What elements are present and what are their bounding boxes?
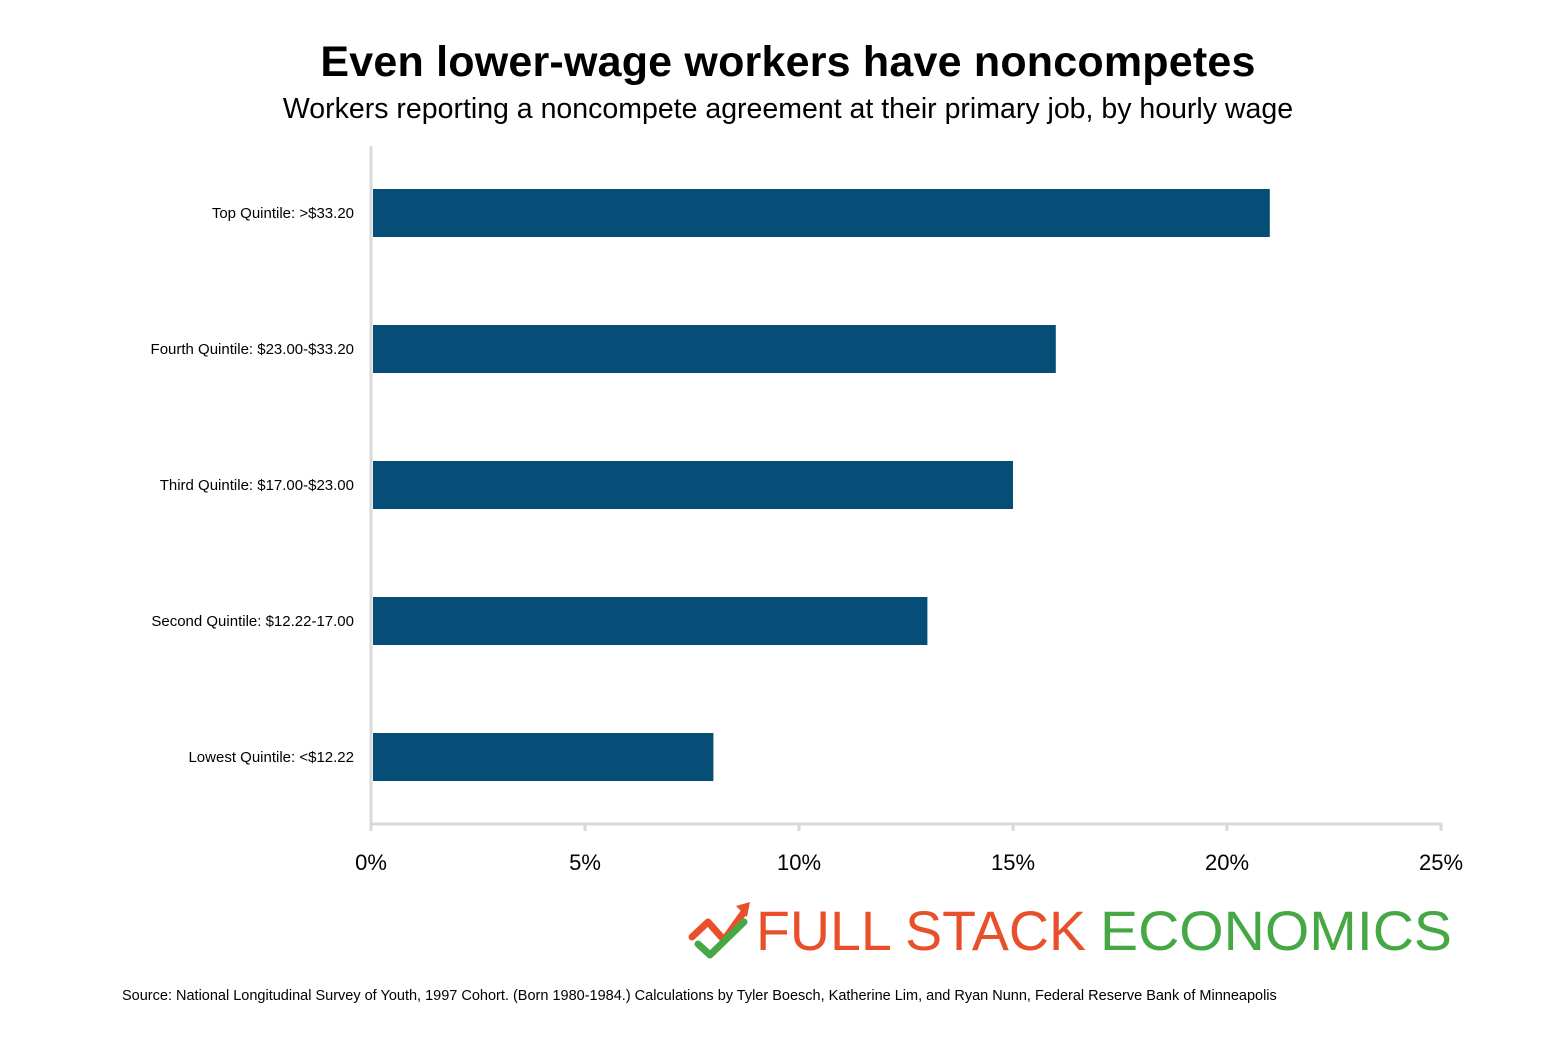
x-tick-label-0: 0% bbox=[355, 850, 387, 875]
logo-word-full-stack: FULL STACK bbox=[756, 900, 1086, 962]
logo-word-economics: ECONOMICS bbox=[1100, 900, 1452, 962]
bar-chart: Top Quintile: >$33.20 Fourth Quintile: $2… bbox=[151, 146, 1463, 875]
bar-2 bbox=[373, 325, 1056, 373]
x-tick-label-2: 10% bbox=[777, 850, 821, 875]
x-tick-label-5: 25% bbox=[1419, 850, 1463, 875]
category-label-4: Second Quintile: $12.22-17.00 bbox=[151, 613, 354, 630]
category-label-1: Top Quintile: >$33.20 bbox=[212, 205, 354, 222]
axis-layer bbox=[369, 146, 1443, 831]
category-label-2: Fourth Quintile: $23.00-$33.20 bbox=[151, 341, 354, 358]
x-tick-label-3: 15% bbox=[991, 850, 1035, 875]
bar-3 bbox=[373, 461, 1013, 509]
chart-subtitle: Workers reporting a noncompete agreement… bbox=[282, 93, 1294, 125]
bar-1 bbox=[373, 189, 1270, 237]
bar-5 bbox=[373, 733, 714, 781]
source-note: Source: National Longitudinal Survey of … bbox=[122, 988, 1277, 1004]
chart-title: Even lower-wage workers have noncompetes bbox=[320, 38, 1256, 86]
x-tick-label-4: 20% bbox=[1205, 850, 1249, 875]
trend-check-icon bbox=[688, 902, 750, 959]
labels-layer: Top Quintile: >$33.20 Fourth Quintile: $2… bbox=[151, 205, 1463, 875]
bars-layer bbox=[373, 189, 1270, 781]
bar-4 bbox=[373, 597, 928, 645]
full-stack-economics-logo: FULL STACK ECONOMICS bbox=[688, 900, 1452, 962]
category-label-5: Lowest Quintile: <$12.22 bbox=[188, 749, 354, 766]
x-tick-label-1: 5% bbox=[569, 850, 601, 875]
category-label-3: Third Quintile: $17.00-$23.00 bbox=[160, 477, 354, 494]
